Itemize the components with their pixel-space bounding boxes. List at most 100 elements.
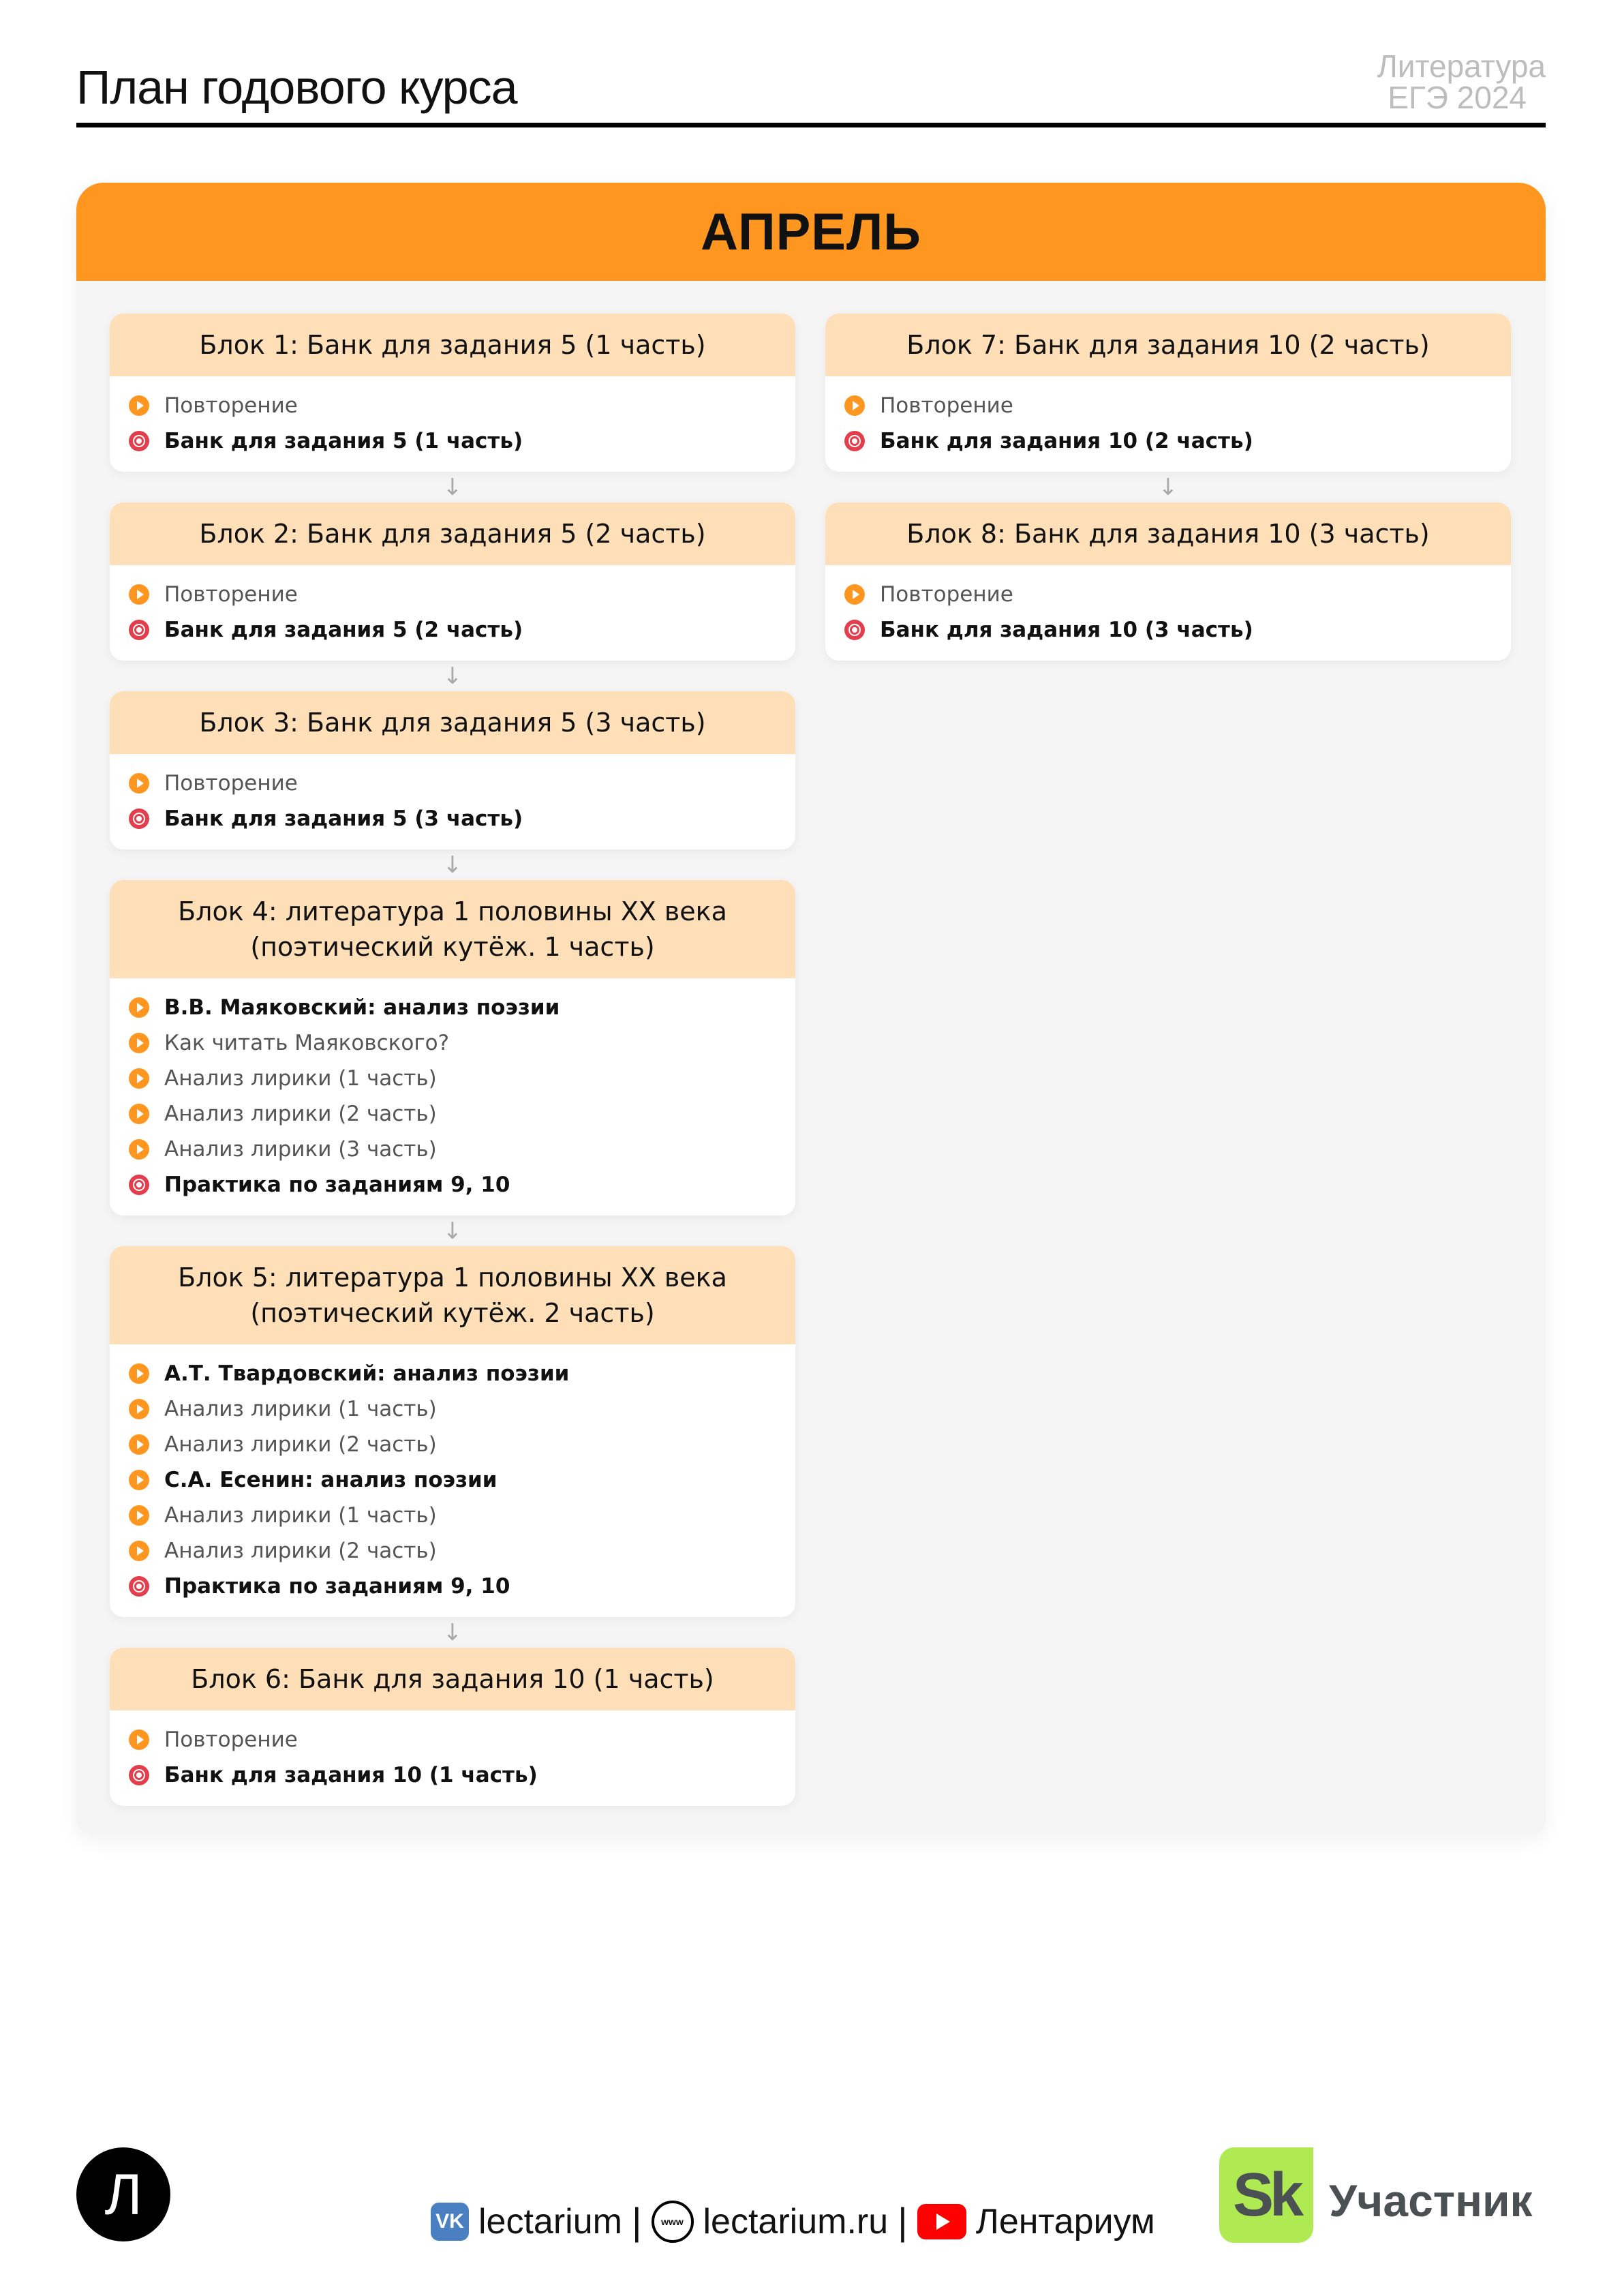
block-items: Повторение Банк для задания 5 (1 часть): [110, 376, 795, 472]
play-icon: [844, 584, 865, 605]
month-title: АПРЕЛЬ: [76, 183, 1546, 281]
lesson-item[interactable]: Анализ лирики (2 часть): [129, 1096, 776, 1132]
lesson-title: Банк для задания 10 (2 часть): [880, 429, 1253, 453]
live-icon: [129, 1765, 149, 1785]
lesson-title: Банк для задания 5 (1 часть): [164, 429, 523, 453]
lesson-title: Повторение: [164, 393, 298, 418]
block-title: Блок 6: Банк для задания 10 (1 часть): [110, 1648, 795, 1710]
lesson-item[interactable]: В.В. Маяковский: анализ поэзии: [129, 990, 776, 1025]
lesson-item[interactable]: Повторение: [129, 577, 776, 612]
site-link[interactable]: lectarium.ru: [703, 2201, 889, 2241]
lesson-title: Анализ лирики (1 часть): [164, 1503, 437, 1528]
lesson-item[interactable]: Повторение: [129, 388, 776, 423]
lesson-item[interactable]: Банк для задания 5 (2 часть): [129, 612, 776, 648]
lesson-title: Практика по заданиям 9, 10: [164, 1574, 510, 1599]
block-items: Повторение Банк для задания 10 (3 часть): [825, 565, 1511, 661]
footer-links: VK lectarium | www lectarium.ru | Лентар…: [431, 2199, 1155, 2244]
play-icon: [129, 1505, 149, 1526]
block-title: Блок 3: Банк для задания 5 (3 часть): [110, 691, 795, 754]
lesson-title: Повторение: [164, 1727, 298, 1752]
right-column: Блок 7: Банк для задания 10 (2 часть) Пов…: [825, 314, 1511, 661]
vk-icon: VK: [431, 2202, 469, 2241]
lesson-item[interactable]: Повторение: [844, 577, 1492, 612]
arrow-down-icon: ↓: [1158, 473, 1178, 501]
page-title: План годового курса: [76, 61, 518, 114]
lesson-item[interactable]: Практика по заданиям 9, 10: [129, 1167, 776, 1203]
live-icon: [844, 620, 865, 640]
lesson-title: Анализ лирики (2 часть): [164, 1539, 437, 1563]
lesson-title: В.В. Маяковский: анализ поэзии: [164, 995, 560, 1020]
lesson-item[interactable]: Повторение: [844, 388, 1492, 423]
block-card: Блок 7: Банк для задания 10 (2 часть) Пов…: [825, 314, 1511, 472]
play-icon: [129, 1399, 149, 1419]
lesson-title: Банк для задания 5 (3 часть): [164, 806, 523, 831]
play-icon: [129, 1470, 149, 1490]
lesson-item[interactable]: А.Т. Твардовский: анализ поэзии: [129, 1356, 776, 1391]
lesson-title: Анализ лирики (2 часть): [164, 1432, 437, 1457]
block-card: Блок 5: литература 1 половины XX века (п…: [110, 1246, 795, 1617]
lesson-title: Анализ лирики (1 часть): [164, 1066, 437, 1091]
header-divider: [76, 123, 1546, 127]
arrow-down-icon: ↓: [442, 851, 463, 879]
block-items: Повторение Банк для задания 5 (2 часть): [110, 565, 795, 661]
block-title: Блок 2: Банк для задания 5 (2 часть): [110, 502, 795, 565]
lesson-item[interactable]: Банк для задания 5 (3 часть): [129, 801, 776, 836]
lesson-item[interactable]: Повторение: [129, 1722, 776, 1757]
lesson-item[interactable]: С.А. Есенин: анализ поэзии: [129, 1462, 776, 1498]
lesson-item[interactable]: Анализ лирики (2 часть): [129, 1533, 776, 1569]
play-icon: [129, 1363, 149, 1384]
live-icon: [129, 809, 149, 829]
lesson-item[interactable]: Анализ лирики (2 часть): [129, 1427, 776, 1462]
lesson-title: Повторение: [880, 582, 1013, 607]
separator: |: [631, 2200, 642, 2243]
lesson-title: Анализ лирики (3 часть): [164, 1137, 437, 1162]
live-icon: [129, 1175, 149, 1195]
block-card: Блок 1: Банк для задания 5 (1 часть) Повт…: [110, 314, 795, 472]
lesson-title: С.А. Есенин: анализ поэзии: [164, 1468, 498, 1492]
live-icon: [129, 1576, 149, 1597]
lesson-item[interactable]: Практика по заданиям 9, 10: [129, 1569, 776, 1604]
play-icon: [844, 395, 865, 416]
play-icon: [129, 1068, 149, 1089]
lesson-item[interactable]: Анализ лирики (3 часть): [129, 1132, 776, 1167]
globe-icon: www: [651, 2200, 694, 2243]
lesson-title: Практика по заданиям 9, 10: [164, 1173, 510, 1197]
block-card: Блок 2: Банк для задания 5 (2 часть) Повт…: [110, 502, 795, 661]
play-icon: [129, 1729, 149, 1750]
live-icon: [129, 431, 149, 451]
subject-name: Литература: [1377, 48, 1546, 84]
block-card: Блок 6: Банк для задания 10 (1 часть) Пов…: [110, 1648, 795, 1806]
lesson-title: Анализ лирики (2 часть): [164, 1102, 437, 1126]
subject-label: Литература ЕГЭ 2024: [1377, 50, 1546, 113]
skolkovo-label: Участник: [1329, 2175, 1533, 2226]
block-card: Блок 3: Банк для задания 5 (3 часть) Повт…: [110, 691, 795, 849]
lesson-item[interactable]: Анализ лирики (1 часть): [129, 1498, 776, 1533]
live-icon: [844, 431, 865, 451]
lesson-item[interactable]: Повторение: [129, 766, 776, 801]
block-card: Блок 8: Банк для задания 10 (3 часть) Пов…: [825, 502, 1511, 661]
block-title: Блок 8: Банк для задания 10 (3 часть): [825, 502, 1511, 565]
separator: |: [898, 2200, 908, 2243]
lesson-item[interactable]: Анализ лирики (1 часть): [129, 1061, 776, 1096]
arrow-down-icon: ↓: [442, 1217, 463, 1245]
lesson-item[interactable]: Банк для задания 5 (1 часть): [129, 423, 776, 459]
lesson-item[interactable]: Банк для задания 10 (2 часть): [844, 423, 1492, 459]
lesson-title: Повторение: [880, 393, 1013, 418]
lesson-item[interactable]: Банк для задания 10 (1 часть): [129, 1757, 776, 1793]
lesson-title: А.Т. Твардовский: анализ поэзии: [164, 1361, 570, 1386]
play-icon: [129, 1541, 149, 1561]
exam-name: ЕГЭ 2024: [1388, 80, 1527, 115]
live-icon: [129, 620, 149, 640]
arrow-down-icon: ↓: [442, 1618, 463, 1646]
play-icon: [129, 584, 149, 605]
vk-link[interactable]: lectarium: [478, 2201, 622, 2241]
lesson-item[interactable]: Анализ лирики (1 часть): [129, 1391, 776, 1427]
left-column: Блок 1: Банк для задания 5 (1 часть) Повт…: [110, 314, 795, 1806]
lesson-item[interactable]: Банк для задания 10 (3 часть): [844, 612, 1492, 648]
lesson-title: Анализ лирики (1 часть): [164, 1397, 437, 1421]
lesson-item[interactable]: Как читать Маяковского?: [129, 1025, 776, 1061]
youtube-link[interactable]: Лентариум: [975, 2201, 1155, 2241]
block-items: Повторение Банк для задания 10 (1 часть): [110, 1710, 795, 1806]
lectarium-logo: Л: [76, 2147, 170, 2241]
block-items: Повторение Банк для задания 5 (3 часть): [110, 754, 795, 849]
